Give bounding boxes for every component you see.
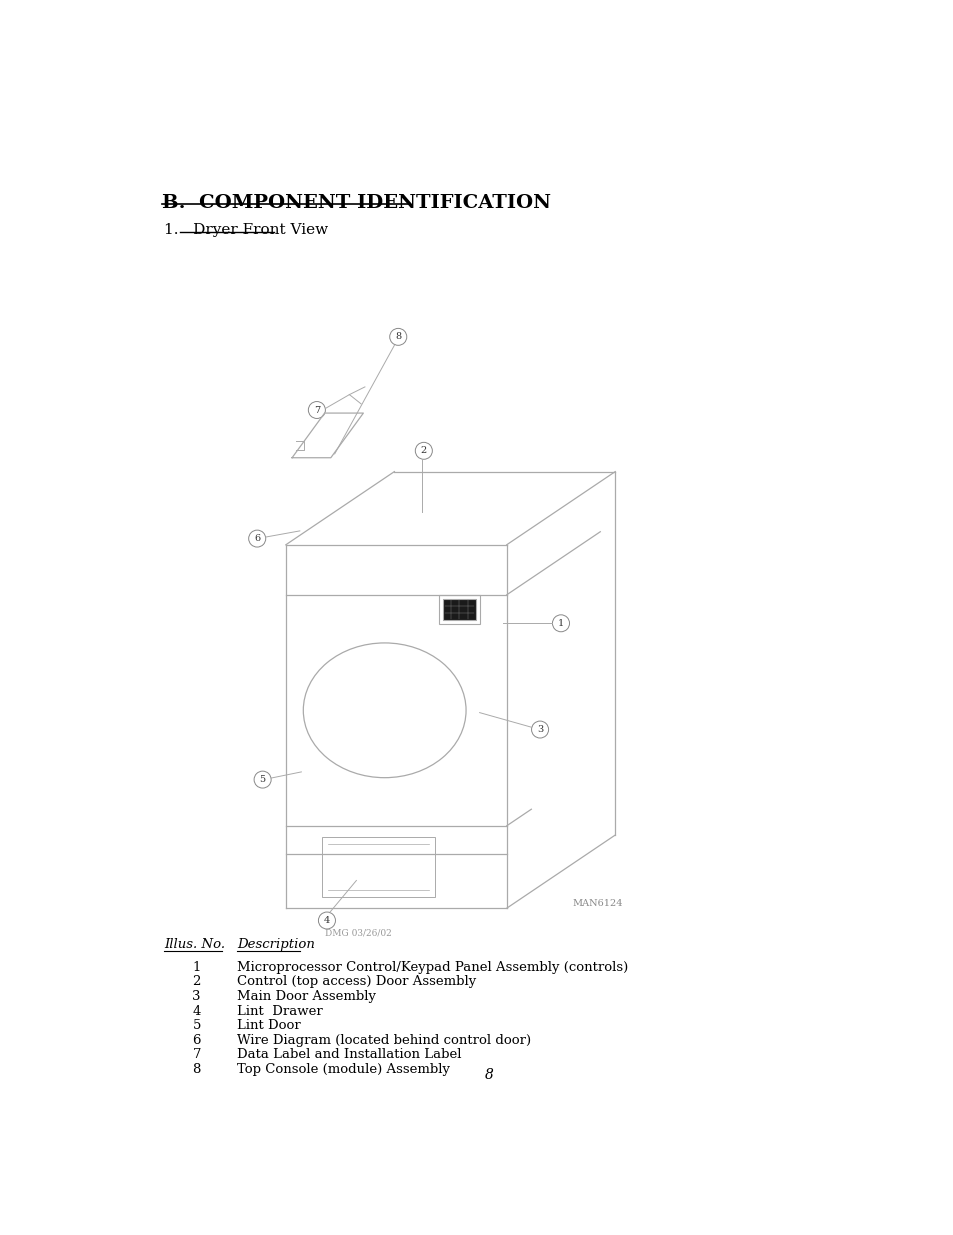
Text: 5: 5 (193, 1019, 201, 1032)
Bar (439, 595, 479, 624)
Text: Main Door Assembly: Main Door Assembly (236, 990, 375, 1003)
Text: 4: 4 (193, 1004, 201, 1018)
Text: Lint Door: Lint Door (236, 1019, 300, 1032)
Text: DMG 03/26/02: DMG 03/26/02 (324, 929, 391, 937)
Text: Lint  Drawer: Lint Drawer (236, 1004, 322, 1018)
Text: 6: 6 (253, 534, 260, 543)
Text: Control (top access) Door Assembly: Control (top access) Door Assembly (236, 976, 476, 988)
Text: Top Console (module) Assembly: Top Console (module) Assembly (236, 1063, 450, 1076)
Text: Microprocessor Control/Keypad Panel Assembly (controls): Microprocessor Control/Keypad Panel Asse… (236, 961, 628, 973)
Text: B.  COMPONENT IDENTIFICATION: B. COMPONENT IDENTIFICATION (162, 194, 550, 212)
Text: 7: 7 (314, 405, 319, 415)
Text: 8: 8 (395, 332, 401, 341)
Bar (443, 599, 476, 620)
Text: 8: 8 (484, 1068, 493, 1082)
Text: 4: 4 (323, 916, 330, 925)
Text: 6: 6 (193, 1034, 201, 1047)
Text: 7: 7 (193, 1049, 201, 1061)
Text: 1: 1 (193, 961, 201, 973)
Text: 3: 3 (537, 725, 542, 734)
Text: 3: 3 (193, 990, 201, 1003)
Text: 8: 8 (193, 1063, 201, 1076)
Text: 5: 5 (259, 776, 265, 784)
Text: Wire Diagram (located behind control door): Wire Diagram (located behind control doo… (236, 1034, 531, 1047)
Text: Data Label and Installation Label: Data Label and Installation Label (236, 1049, 461, 1061)
Text: 2: 2 (420, 446, 427, 456)
Text: Description: Description (236, 937, 314, 951)
Text: Illus. No.: Illus. No. (164, 937, 225, 951)
Text: 1.   Dryer Front View: 1. Dryer Front View (164, 222, 328, 237)
Text: 2: 2 (193, 976, 201, 988)
Text: MAN6124: MAN6124 (572, 899, 622, 908)
Text: 1: 1 (558, 619, 563, 627)
Bar (322, 837, 435, 898)
